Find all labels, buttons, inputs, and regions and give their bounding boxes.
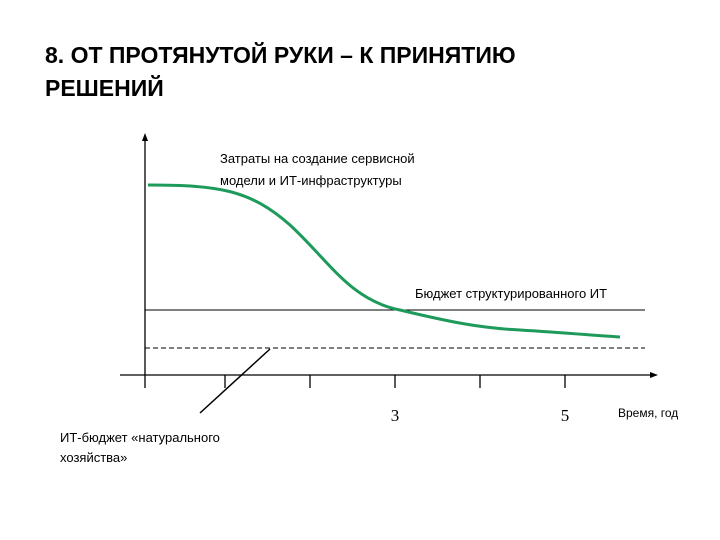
x-axis-label: Время, год: [618, 406, 678, 420]
x-tick-label: 3: [391, 406, 400, 425]
curve-label: Затраты на создание сервисной: [220, 151, 415, 166]
x-arrow: [650, 372, 658, 378]
curve-label: модели и ИТ-инфраструктуры: [220, 173, 402, 188]
pointer: [199, 348, 271, 414]
cost-curve: [147, 183, 621, 339]
natural-budget-label: ИТ-бюджет «натурального: [60, 430, 220, 445]
title-line: 8. ОТ ПРОТЯНУТОЙ РУКИ – К ПРИНЯТИЮ: [45, 41, 516, 68]
x-tick-label: 5: [561, 406, 570, 425]
natural-budget-label: хозяйства»: [60, 450, 127, 465]
axes: [120, 133, 658, 388]
y-arrow: [142, 133, 148, 141]
title-line: РЕШЕНИЙ: [45, 74, 164, 101]
structured-budget-label: Бюджет структурированного ИТ: [415, 286, 607, 301]
